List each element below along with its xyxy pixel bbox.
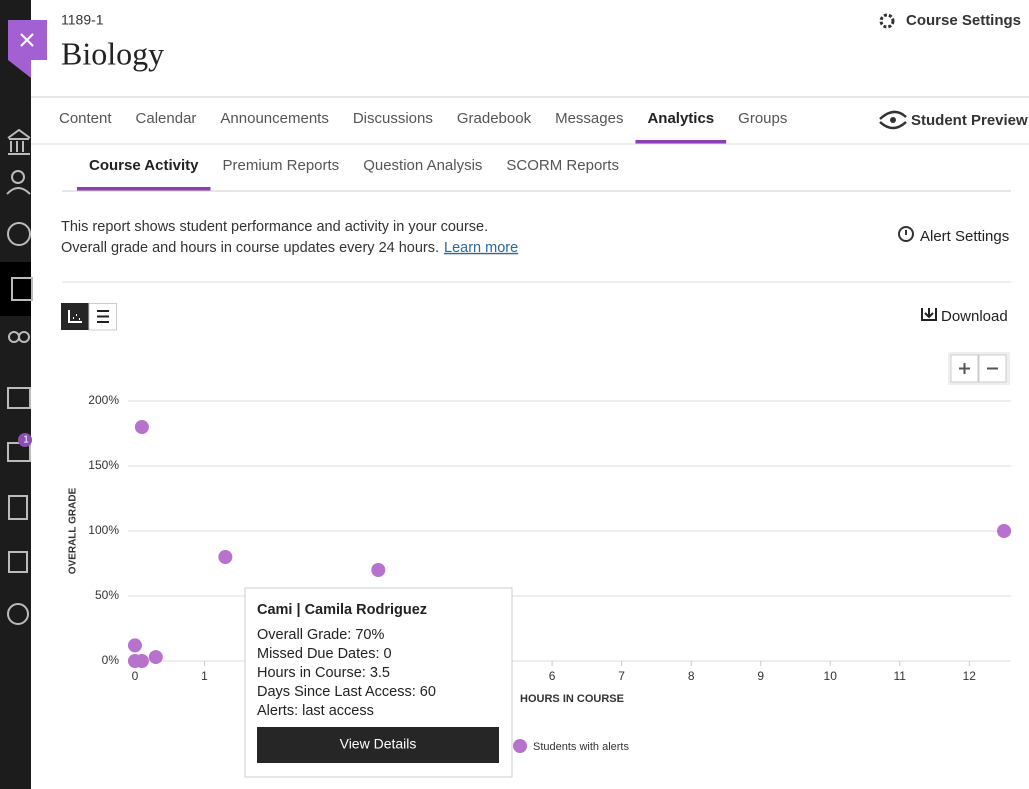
sidebar-active [0, 262, 31, 316]
y-tick-label: 150% [88, 458, 119, 472]
icon-profile-body [6, 187, 31, 195]
sidebar [0, 0, 31, 789]
close-button[interactable] [8, 20, 47, 78]
data-point[interactable] [218, 550, 233, 564]
y-tick-label: 200% [88, 393, 119, 407]
subnav: Course Activity Premium Reports Question A… [77, 157, 619, 191]
x-tick-label: 11 [894, 669, 907, 683]
description: Overall grade and hours in course update… [61, 240, 439, 256]
icon-profile[interactable] [11, 170, 25, 184]
course-title: Biology [61, 35, 164, 71]
x-tick-label: 7 [618, 669, 625, 683]
x-tick-label: 6 [549, 669, 556, 683]
settings-icon [879, 13, 895, 29]
subnav-tab[interactable]: SCORM Reports [506, 157, 619, 174]
view-details-label: View Details [340, 736, 417, 752]
nav-tab[interactable]: Analytics [647, 110, 714, 127]
data-point[interactable] [371, 563, 386, 577]
alert-settings[interactable]: Alert Settings [920, 228, 1009, 245]
nav-tab[interactable]: Content [59, 110, 112, 127]
tooltip-line: Hours in Course: 3.5 [257, 665, 390, 681]
x-axis-label: HOURS IN COURSE [520, 693, 624, 705]
y-axis-label: OVERALL GRADE [68, 487, 79, 574]
y-tick-label: 100% [88, 523, 119, 537]
x-tick-label: 0 [132, 669, 139, 683]
icon-courses[interactable] [11, 277, 33, 301]
view-details-button[interactable] [257, 727, 499, 763]
preview-icon-dot [890, 117, 896, 123]
y-tick-label: 50% [95, 588, 119, 602]
nav-tab[interactable]: Messages [555, 110, 623, 127]
preview-icon [879, 110, 907, 130]
sidebar-icons: 1 [6, 128, 33, 625]
learn-more-link[interactable]: Learn more [444, 240, 518, 256]
x-tick-label: 1 [201, 669, 208, 683]
chart-view-icon [68, 310, 82, 323]
nav-tab[interactable]: Gradebook [457, 110, 532, 127]
x-tick-label: 9 [757, 669, 764, 683]
tooltip-lines: Overall Grade: 70% Missed Due Dates: 0 Hou… [257, 627, 436, 719]
icon-globe[interactable] [7, 222, 31, 246]
download-icon [921, 308, 937, 321]
subnav-tab[interactable]: Premium Reports [222, 157, 339, 174]
tooltip: Cami | Camila Rodriguez Overall Grade: 7… [244, 587, 513, 778]
nav-tab[interactable]: Announcements [220, 110, 328, 127]
tooltip-line: Missed Due Dates: 0 [257, 646, 392, 662]
tooltip-title: Cami | Camila Rodriguez [257, 602, 427, 618]
subnav-tab[interactable]: Question Analysis [363, 157, 482, 174]
nav-tab-indicator [635, 140, 727, 144]
tooltip-line: Alerts: last access [257, 703, 374, 719]
zoom-icons [959, 363, 998, 374]
nav-tab[interactable]: Calendar [136, 110, 197, 127]
subnav-tab-indicator [77, 187, 211, 191]
nav-tab[interactable]: Discussions [353, 110, 433, 127]
list-view-icon [97, 310, 109, 323]
data-point[interactable] [997, 524, 1012, 538]
close-icon [20, 33, 34, 47]
icon-grades[interactable] [8, 495, 28, 520]
tooltip-line: Overall Grade: 70% [257, 627, 384, 643]
badge-count: 1 [23, 435, 29, 446]
nav-tab[interactable]: Groups [738, 110, 787, 127]
badge [18, 433, 32, 447]
alert-icon [898, 226, 914, 242]
legend-label: Students with alerts [533, 741, 629, 753]
icon-signout[interactable] [7, 603, 29, 625]
data-point[interactable] [127, 638, 142, 653]
x-tick-label: 10 [824, 669, 838, 683]
icon-calendar[interactable] [7, 387, 31, 409]
icon-edit[interactable] [8, 551, 28, 573]
description: This report shows student performance an… [61, 219, 488, 235]
x-tick-label: 8 [688, 669, 695, 683]
scatter-chart: 0%50%100%150%200%0123456789101112HOURS I… [68, 393, 1012, 753]
download[interactable]: Download [941, 308, 1008, 325]
course-id: 1189-1 [61, 12, 104, 28]
x-tick-label: 12 [963, 669, 977, 683]
data-point[interactable] [148, 650, 163, 665]
tooltip-line: Days Since Last Access: 60 [257, 684, 436, 700]
course-settings[interactable]: Course Settings [906, 12, 1021, 29]
nav: Content Calendar Announcements Discussions G… [59, 110, 787, 144]
y-tick-label: 0% [102, 653, 120, 667]
icon-institution[interactable] [7, 128, 31, 155]
subnav-tab[interactable]: Course Activity [89, 157, 199, 174]
student-preview[interactable]: Student Preview [911, 112, 1028, 129]
data-point[interactable] [134, 420, 149, 434]
legend-marker [513, 739, 527, 753]
data-point[interactable] [134, 654, 149, 668]
icon-groups-2 [18, 331, 30, 343]
chart-view-toggle[interactable] [61, 303, 89, 330]
